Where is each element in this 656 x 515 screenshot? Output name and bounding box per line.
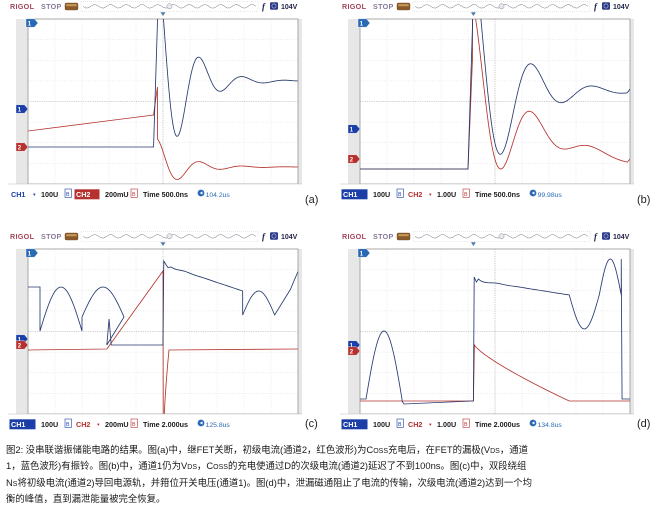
- svg-text:Time 2.000us: Time 2.000us: [475, 420, 520, 429]
- svg-text:CH2: CH2: [76, 420, 90, 429]
- svg-text:STOP: STOP: [373, 232, 394, 241]
- svg-text:CH2: CH2: [76, 190, 90, 199]
- svg-text:Time 500.0ns: Time 500.0ns: [143, 190, 188, 199]
- svg-text:100U: 100U: [373, 190, 390, 199]
- svg-text:CH1: CH1: [11, 420, 25, 429]
- svg-text:100U: 100U: [41, 420, 58, 429]
- svg-text:125.8us: 125.8us: [206, 422, 231, 429]
- svg-text:104V: 104V: [613, 234, 630, 241]
- svg-text:104V: 104V: [613, 4, 630, 11]
- svg-text:RIGOL: RIGOL: [10, 232, 35, 241]
- svg-text:100U: 100U: [373, 420, 390, 429]
- svg-text:99.98us: 99.98us: [538, 192, 563, 199]
- svg-text:CH1: CH1: [11, 190, 25, 199]
- svg-text:RIGOL: RIGOL: [342, 2, 367, 11]
- svg-text:1.00U: 1.00U: [437, 420, 456, 429]
- svg-text:Time 2.000us: Time 2.000us: [143, 420, 188, 429]
- svg-text:STOP: STOP: [373, 2, 394, 11]
- svg-text:134.8us: 134.8us: [538, 422, 563, 429]
- svg-text:200mU: 200mU: [105, 420, 129, 429]
- svg-text:RIGOL: RIGOL: [10, 2, 35, 11]
- svg-text:RIGOL: RIGOL: [342, 232, 367, 241]
- svg-text:CH2: CH2: [408, 420, 422, 429]
- svg-text:200mU: 200mU: [105, 190, 129, 199]
- svg-text:104V: 104V: [281, 4, 298, 11]
- svg-text:104.2us: 104.2us: [206, 192, 231, 199]
- svg-text:Time 500.0ns: Time 500.0ns: [475, 190, 520, 199]
- svg-text:1.00U: 1.00U: [437, 190, 456, 199]
- svg-text:STOP: STOP: [41, 2, 62, 11]
- svg-text:CH1: CH1: [343, 190, 357, 199]
- svg-text:CH2: CH2: [408, 190, 422, 199]
- svg-text:104V: 104V: [281, 234, 298, 241]
- svg-text:CH1: CH1: [343, 420, 357, 429]
- svg-text:100U: 100U: [41, 190, 58, 199]
- svg-text:STOP: STOP: [41, 232, 62, 241]
